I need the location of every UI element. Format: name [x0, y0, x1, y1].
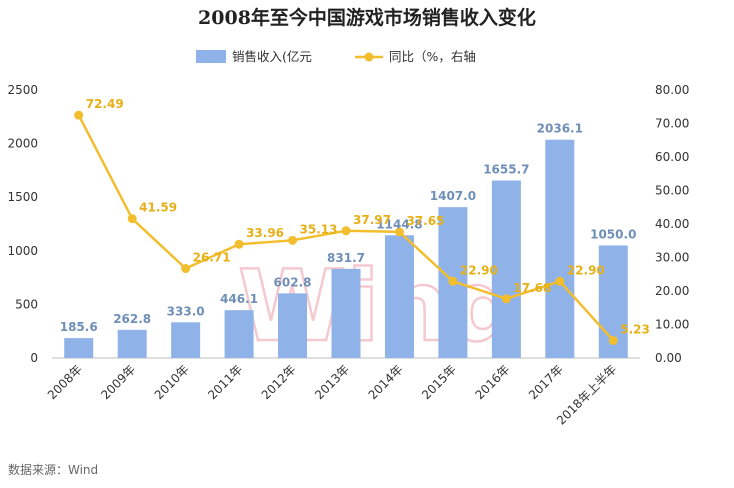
bar [331, 268, 361, 358]
legend-swatch-sales [196, 50, 226, 63]
source-note: 数据来源：Wind [8, 462, 98, 477]
y-right-tick-label: 30.00 [655, 251, 689, 265]
y-right-tick-label: 80.00 [655, 83, 689, 97]
yoy-value-label: 26.71 [193, 251, 231, 265]
yoy-value-label: 72.49 [86, 97, 124, 111]
bar [545, 139, 575, 358]
bar-value-label: 2036.1 [537, 122, 583, 136]
yoy-point [555, 276, 565, 286]
y-left-tick-label: 1000 [7, 244, 38, 258]
yoy-point [74, 110, 84, 120]
yoy-value-label: 22.90 [567, 263, 605, 277]
x-tick-label: 2017年 [526, 362, 566, 402]
y-right-tick-label: 70.00 [655, 117, 689, 131]
legend-label-sales: 销售收入(亿元 [232, 49, 312, 64]
y-right-tick-label: 10.00 [655, 318, 689, 332]
data-labels: 185.6 262.8 333.0 446.1 602.8 831.7 1144.8 1407… [60, 97, 650, 336]
x-tick-label: 2014年 [366, 362, 406, 402]
x-tick-label: 2012年 [259, 362, 299, 402]
yoy-line [74, 110, 618, 345]
yoy-value-label: 35.13 [300, 222, 338, 236]
bar [278, 293, 308, 358]
bar-value-label: 1144.8 [376, 217, 422, 231]
y-left-tick-label: 1500 [7, 190, 38, 204]
yoy-value-label: 41.59 [139, 201, 177, 215]
yoy-point [181, 264, 191, 274]
x-tick-label: 2008年 [45, 362, 85, 402]
yoy-value-label: 37.97 [353, 213, 391, 227]
yoy-point [448, 276, 458, 286]
x-tick-label: 2010年 [152, 362, 192, 402]
x-tick-label: 2009年 [98, 362, 138, 402]
yoy-point [394, 227, 404, 237]
yoy-point [501, 294, 511, 304]
legend: 销售收入(亿元 同比（%，右轴 [196, 49, 476, 64]
chart-title: 2008年至今中国游戏市场销售收入变化 [198, 6, 536, 29]
bar [491, 180, 521, 358]
yoy-point [341, 226, 351, 236]
y-left-tick-label: 0 [30, 351, 38, 365]
x-tick-label: 2011年 [205, 362, 245, 402]
yoy-value-label: 33.96 [246, 226, 284, 240]
yoy-value-label: 37.65 [406, 214, 444, 228]
bar-value-label: 262.8 [113, 312, 151, 326]
y-left-tick-label: 2500 [7, 83, 38, 97]
yoy-point [234, 239, 244, 249]
yoy-point [288, 235, 298, 245]
y-right-tick-label: 40.00 [655, 217, 689, 231]
legend-label-yoy: 同比（%，右轴 [389, 49, 476, 64]
bar [224, 310, 254, 358]
bar [171, 322, 201, 358]
yoy-point [608, 335, 618, 345]
x-tick-label: 2013年 [312, 362, 352, 402]
bar [384, 235, 414, 358]
bars [64, 139, 628, 358]
x-tick-label: 2015年 [419, 362, 459, 402]
yoy-value-label: 22.90 [460, 263, 498, 277]
y-right-tick-label: 60.00 [655, 150, 689, 164]
legend-marker-yoy [364, 52, 374, 62]
y-right-tick-label: 20.00 [655, 284, 689, 298]
yoy-value-label: 5.23 [620, 322, 650, 336]
bar-value-label: 1655.7 [483, 163, 529, 177]
y-left-tick-label: 500 [15, 297, 38, 311]
y-right-tick-label: 50.00 [655, 184, 689, 198]
bar [64, 338, 94, 358]
bar-value-label: 185.6 [60, 320, 98, 334]
bar [117, 329, 147, 358]
bar-value-label: 1407.0 [430, 189, 476, 203]
bar-value-label: 831.7 [327, 251, 365, 265]
y-left-tick-label: 2000 [7, 137, 38, 151]
bar-value-label: 1050.0 [590, 227, 636, 241]
yoy-point [127, 214, 137, 224]
x-tick-label: 2016年 [473, 362, 513, 402]
yoy-value-label: 17.68 [513, 281, 551, 295]
bar-value-label: 333.0 [167, 304, 205, 318]
bar-value-label: 602.8 [274, 275, 312, 289]
y-right-tick-label: 0.00 [655, 351, 682, 365]
bar-value-label: 446.1 [220, 292, 258, 306]
